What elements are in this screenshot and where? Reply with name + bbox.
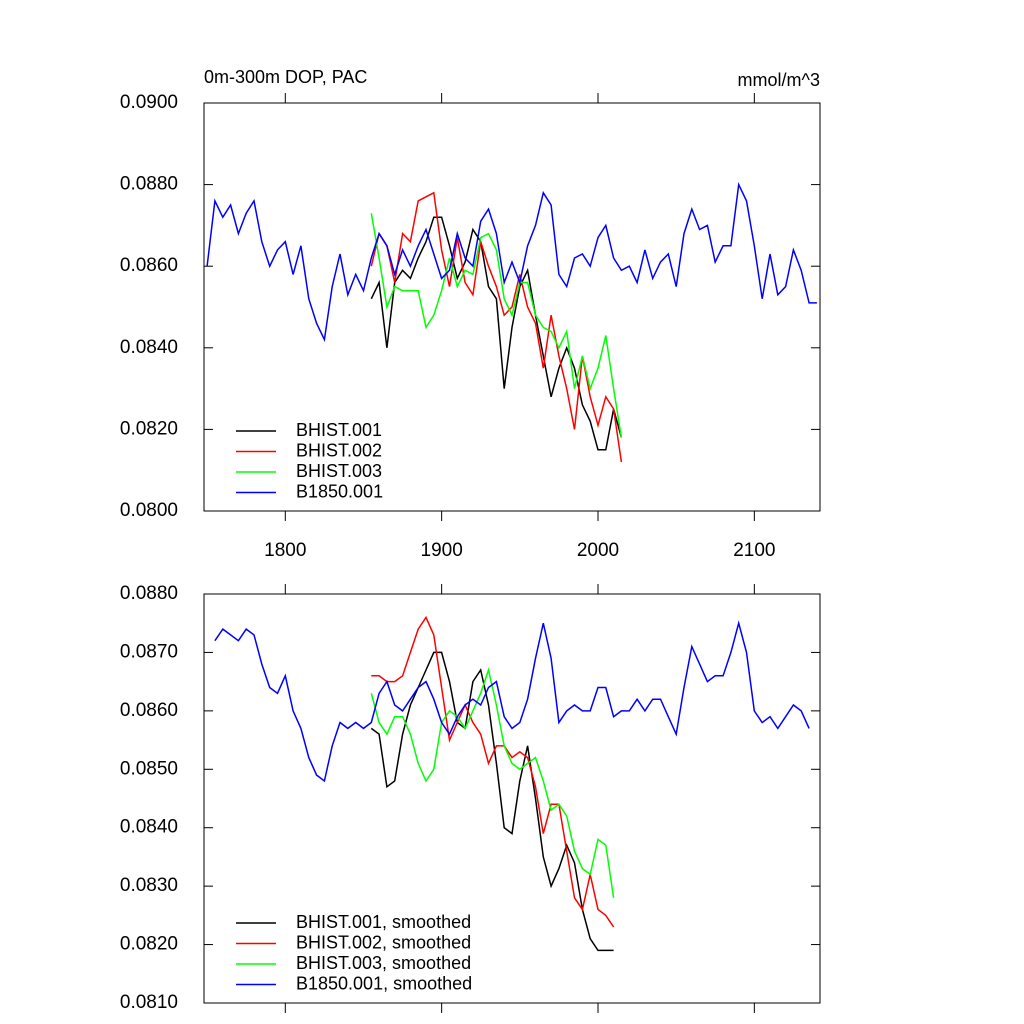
plot-frame xyxy=(203,593,821,1004)
x-tick-label: 1800 xyxy=(264,540,306,561)
data-line xyxy=(206,181,817,343)
y-tick-label: 0.0900 xyxy=(120,92,178,113)
legend-label: BHIST.002 xyxy=(296,440,382,460)
y-tick-label: 0.0850 xyxy=(120,758,178,779)
y-tick-label: 0.0840 xyxy=(120,817,178,838)
y-tick-label: 0.0820 xyxy=(120,418,178,439)
plot-frame xyxy=(203,102,821,512)
y-tick-label: 0.0860 xyxy=(120,255,178,276)
data-line xyxy=(370,651,614,952)
data-line xyxy=(371,615,615,928)
y-tick-label: 0.0820 xyxy=(120,934,178,955)
y-tick-label: 0.0870 xyxy=(120,641,178,662)
legend-label: BHIST.003 xyxy=(296,461,382,481)
y-tick-label: 0.0880 xyxy=(120,583,178,604)
y-tick-label: 0.0840 xyxy=(120,337,178,358)
chart-title: 0m-300m DOP, PAC xyxy=(204,67,367,87)
y-tick-label: 0.0800 xyxy=(120,500,178,521)
y-tick-label: 0.0880 xyxy=(120,174,178,195)
legend-label: BHIST.001, smoothed xyxy=(296,912,471,932)
legend-label: B1850.001 xyxy=(296,481,383,501)
x-tick-label: 2100 xyxy=(733,540,775,561)
data-line xyxy=(370,213,623,438)
legend-label: B1850.001, smoothed xyxy=(296,973,472,993)
data-line xyxy=(370,667,615,898)
units-label: mmol/m^3 xyxy=(738,70,820,90)
y-tick-label: 0.0860 xyxy=(120,700,178,721)
x-tick-label: 1900 xyxy=(421,540,463,561)
x-tick-label: 2000 xyxy=(577,540,619,561)
y-tick-label: 0.0830 xyxy=(120,875,178,896)
y-tick-label: 0.0810 xyxy=(120,992,178,1013)
legend-label: BHIST.002, smoothed xyxy=(296,932,471,952)
legend-label: BHIST.001 xyxy=(296,420,382,440)
data-line xyxy=(370,216,623,451)
data-line xyxy=(370,191,623,463)
data-line xyxy=(214,620,810,783)
legend-label: BHIST.003, smoothed xyxy=(296,953,471,973)
